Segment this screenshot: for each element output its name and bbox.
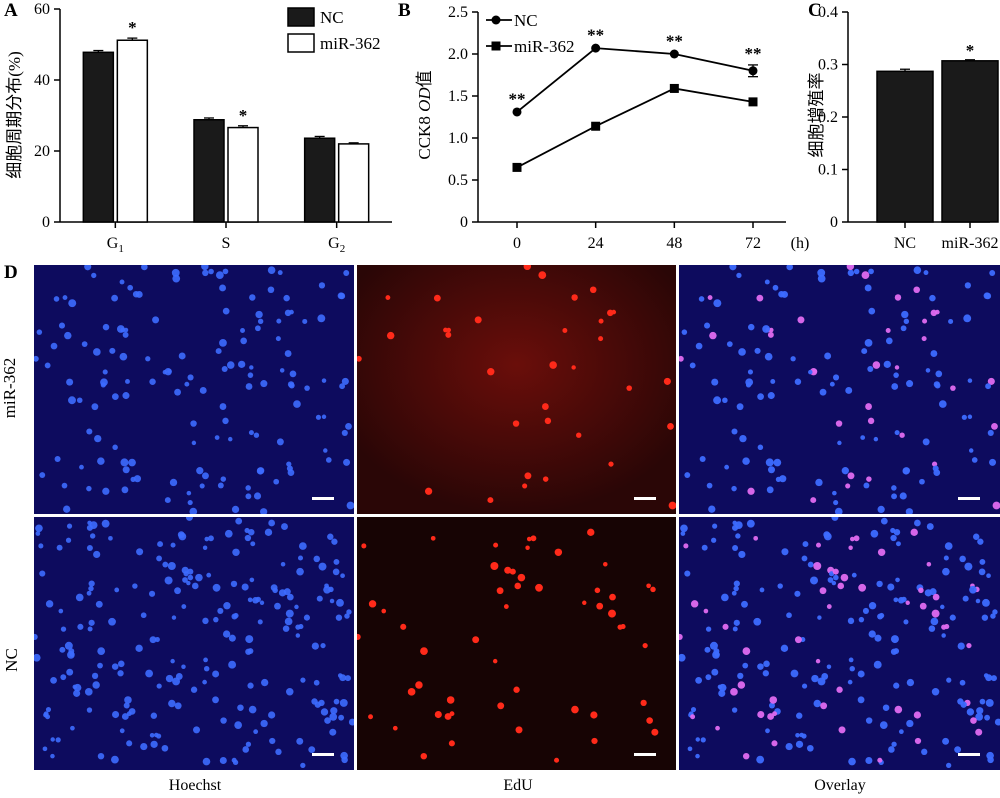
y-tick-label: 0.3 — [818, 57, 838, 74]
data-point — [512, 162, 522, 172]
overlay-mir362-image — [679, 265, 1000, 514]
series-line — [516, 87, 754, 169]
y-tick-label: 2.5 — [448, 4, 468, 21]
column-label-overlay: Overlay — [814, 777, 866, 794]
series-line — [516, 47, 754, 113]
hoechst-mir362-image — [34, 265, 354, 514]
significance-marker: ** — [666, 31, 683, 50]
legend-swatch — [287, 33, 315, 53]
y-tick-label: 1.0 — [448, 130, 468, 147]
chart-b: CCK8 OD值 0 0.5 1.0 1.5 2.0 2.5 0 24 48 72 (h) ** ** *… — [415, 4, 810, 252]
data-point — [669, 83, 679, 93]
bar — [227, 126, 259, 223]
y-tick-label: 0.4 — [818, 4, 838, 21]
y-tick-label: 0 — [42, 214, 50, 231]
significance-marker: * — [966, 41, 975, 60]
legend-label: NC — [514, 11, 538, 30]
y-tick-label: 40 — [34, 72, 50, 89]
chart-a: 细胞周期分布(%) 0 20 40 60 G1 * S * G2 NC miR-362 — [5, 1, 392, 255]
chart-a-ylabel: 细胞周期分布(%) — [5, 51, 24, 178]
y-tick-label: 20 — [34, 143, 50, 160]
x-tick-label: miR-362 — [942, 235, 999, 252]
y-tick-label: 0.1 — [818, 162, 838, 179]
x-unit-label: (h) — [791, 235, 810, 252]
y-tick-label: 2.0 — [448, 46, 468, 63]
significance-marker: * — [239, 106, 248, 125]
column-label-hoechst: Hoechst — [168, 777, 222, 794]
hoechst-nc-image — [34, 517, 354, 770]
bar — [941, 60, 999, 223]
x-tick-label: NC — [894, 235, 916, 252]
bar — [193, 119, 225, 223]
y-tick-label: 60 — [34, 1, 50, 18]
y-tick-label: 0 — [460, 214, 468, 231]
row-label-mir362: miR-362 — [0, 357, 20, 419]
y-tick-label: 0.2 — [818, 109, 838, 126]
legend-label: miR-362 — [514, 37, 574, 56]
y-tick-label: 1.5 — [448, 88, 468, 105]
data-point — [669, 49, 679, 59]
chart-b-ylabel: CCK8 OD值 — [415, 70, 434, 159]
data-point — [748, 66, 758, 76]
panel-letter-b: B — [398, 0, 411, 21]
edu-mir362-image — [357, 265, 676, 514]
significance-marker: ** — [587, 25, 604, 44]
y-tick-label: 0 — [830, 214, 838, 231]
legend-swatch — [287, 7, 315, 27]
data-point — [748, 97, 758, 107]
data-point — [591, 43, 601, 53]
overlay-nc-image — [679, 517, 1000, 770]
significance-marker: * — [128, 18, 137, 37]
data-point — [591, 121, 601, 131]
bar — [303, 137, 336, 223]
legend-marker — [491, 15, 501, 25]
panel-letter-d: D — [4, 262, 18, 283]
legend-marker — [491, 41, 501, 51]
legend-label: miR-362 — [320, 34, 380, 53]
chart-c-ylabel: 细胞增殖率 — [807, 73, 826, 158]
chart-c: 细胞增殖率 0 0.1 0.2 0.3 0.4 NC miR-362 * — [807, 4, 999, 252]
data-point — [512, 107, 522, 117]
x-tick-label: 24 — [588, 235, 604, 252]
x-tick-label: 0 — [513, 235, 521, 252]
significance-marker: ** — [745, 44, 762, 63]
x-tick-label: 72 — [745, 235, 761, 252]
legend-label: NC — [320, 8, 344, 27]
panel-letter-a: A — [4, 0, 18, 21]
x-tick-label: G2 — [328, 235, 345, 255]
edu-nc-image — [357, 517, 676, 770]
y-tick-label: 0.5 — [448, 172, 468, 189]
bar — [82, 51, 115, 223]
x-tick-label: S — [222, 235, 231, 252]
row-label-nc: NC — [1, 648, 21, 672]
significance-marker: ** — [509, 89, 526, 108]
bar — [337, 143, 370, 223]
x-tick-label: G1 — [107, 235, 124, 255]
bar — [876, 70, 934, 223]
column-label-edu: EdU — [503, 777, 533, 794]
x-tick-label: 48 — [666, 235, 682, 252]
panel-letter-c: C — [808, 0, 822, 21]
bar — [116, 39, 149, 223]
